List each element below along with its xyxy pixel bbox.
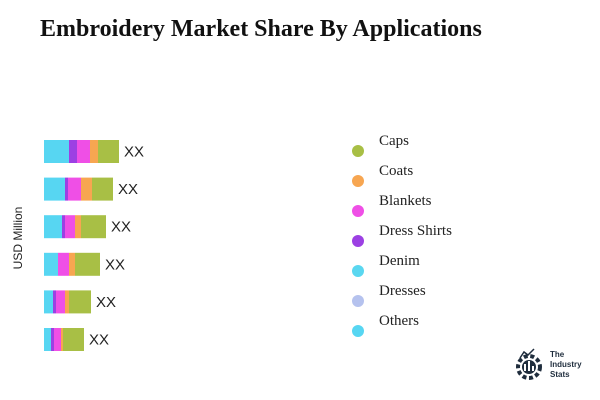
bar-segment-coats-row-1: [90, 140, 98, 163]
bar-segment-coats-row-3: [75, 215, 81, 239]
legend-item-coats: Coats: [352, 159, 452, 189]
bar-segment-coats-row-5: [65, 290, 69, 314]
bar-segment-dress-shirts-row-2: [65, 177, 68, 201]
bar-value-label-row-1: XX: [124, 144, 144, 161]
legend-label: Coats: [379, 162, 414, 179]
bar-segment-caps-row-4: [75, 252, 100, 276]
bar-value-label-row-2: XX: [118, 181, 138, 198]
legend-swatch: [352, 145, 364, 157]
bar-segment-dress-shirts-row-1: [69, 140, 77, 163]
legend-item-dresses: Dresses: [352, 279, 452, 309]
bar-segment-coats-row-4: [69, 252, 75, 276]
legend-swatch: [352, 295, 364, 307]
legend-label: Caps: [379, 132, 409, 149]
bar-segment-dress-shirts-row-5: [53, 290, 56, 314]
bar-segment-blankets-row-2: [68, 177, 81, 201]
bar-segment-others-row-6: [44, 328, 51, 351]
legend-label: Blankets: [379, 192, 432, 209]
bar-segment-others-row-3: [44, 215, 62, 239]
bar-segment-others-row-4: [44, 252, 58, 276]
legend-item-dress-shirts: Dress Shirts: [352, 219, 452, 249]
stacked-bar-chart: XX XX XX XX XX XX: [44, 140, 144, 351]
bar-segment-dress-shirts-row-3: [62, 215, 65, 239]
bar-value-label-row-6: XX: [89, 332, 109, 349]
bar-value-label-row-3: XX: [111, 219, 131, 236]
legend-swatch: [352, 325, 364, 337]
bar-segment-others-row-5: [44, 290, 53, 314]
bar-segment-caps-row-5: [69, 290, 91, 314]
bar-segment-coats-row-2: [81, 177, 92, 201]
brand-gear-icon: [516, 348, 542, 380]
bar-segment-caps-row-6: [63, 328, 84, 351]
bar-segment-blankets-row-1: [77, 140, 90, 163]
brand-logo: The Industry Stats: [514, 348, 590, 382]
bar-segment-coats-row-6: [61, 328, 63, 351]
legend-swatch: [352, 205, 364, 217]
legend-item-others: Others: [352, 309, 452, 339]
bar-segment-caps-row-3: [81, 215, 106, 239]
brand-text: The Industry Stats: [550, 350, 590, 380]
chart-title: Embroidery Market Share By Applications: [40, 16, 482, 42]
legend-label: Dresses: [379, 282, 426, 299]
legend-label: Denim: [379, 252, 420, 269]
legend-label: Dress Shirts: [379, 222, 452, 239]
bar-segment-others-row-2: [44, 177, 65, 201]
brand-line-2: Industry: [550, 360, 582, 369]
bar-segment-blankets-row-4: [58, 252, 69, 276]
bar-segment-dress-shirts-row-6: [51, 328, 54, 351]
bar-value-label-row-5: XX: [96, 294, 116, 311]
legend-swatch: [352, 175, 364, 187]
legend-item-caps: Caps: [352, 129, 452, 159]
legend-swatch: [352, 265, 364, 277]
bar-segment-blankets-row-3: [65, 215, 75, 239]
bar-segment-caps-row-1: [98, 140, 119, 163]
legend-item-blankets: Blankets: [352, 189, 452, 219]
bar-segment-others-row-1: [44, 140, 69, 163]
legend-item-denim: Denim: [352, 249, 452, 279]
bar-value-label-row-4: XX: [105, 256, 125, 273]
legend-swatch: [352, 235, 364, 247]
bar-segment-blankets-row-6: [54, 328, 61, 351]
bar-segment-caps-row-2: [92, 177, 113, 201]
brand-line-3: Stats: [550, 370, 570, 379]
brand-line-1: The: [550, 350, 565, 359]
legend: Caps Coats Blankets Dress Shirts Denim Dresse…: [352, 129, 452, 339]
legend-label: Others: [379, 312, 419, 329]
bar-segment-blankets-row-5: [56, 290, 65, 314]
